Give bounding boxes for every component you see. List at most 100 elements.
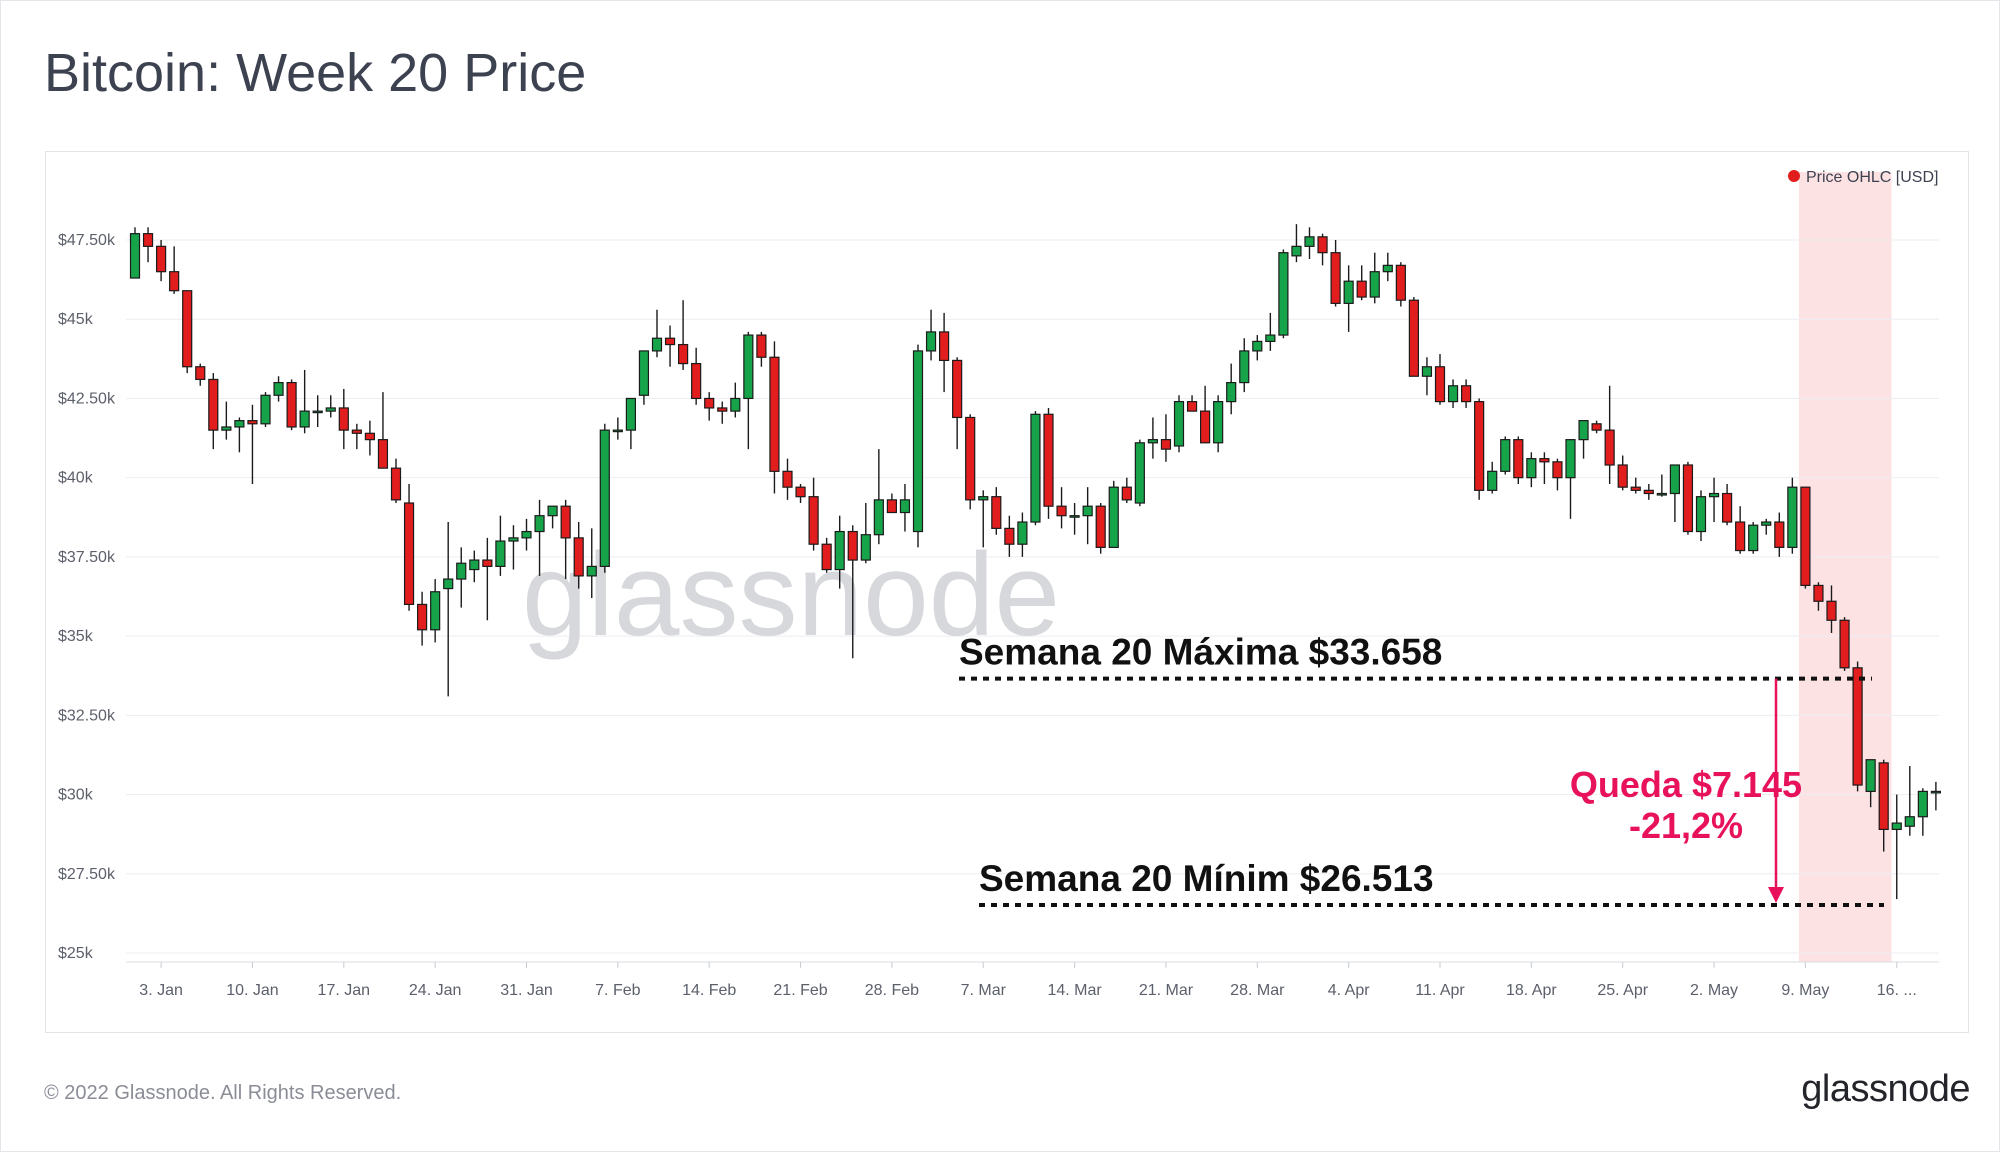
x-tick-label: 24. Jan <box>409 982 461 999</box>
candle-body <box>364 432 375 441</box>
candle-body <box>417 603 428 631</box>
candle-body <box>325 407 336 412</box>
candle-body <box>1669 464 1681 495</box>
y-tick-label: $42.50k <box>58 390 116 407</box>
candle-body <box>1774 521 1785 548</box>
x-tick-label: 7. Mar <box>961 982 1007 999</box>
candle-body <box>691 362 702 400</box>
legend[interactable]: Price OHLC [USD] <box>1788 169 1938 186</box>
candle-body <box>1343 280 1354 304</box>
footer-copyright: © 2022 Glassnode. All Rights Reserved. <box>44 1082 402 1104</box>
candle-body <box>795 486 806 498</box>
y-tick-label: $37.50k <box>58 549 116 566</box>
candle-body <box>1134 442 1145 504</box>
candle-body <box>651 337 663 352</box>
candle-body <box>221 426 232 431</box>
x-tick-label: 14. Feb <box>682 982 736 999</box>
candle-body <box>351 429 362 434</box>
candle-body <box>1317 236 1328 254</box>
candle-body <box>599 429 610 567</box>
week20-min-label: Semana 20 Mínim $26.513 <box>979 858 1434 899</box>
candle-body <box>1656 492 1667 496</box>
y-tick-label: $30k <box>58 787 94 804</box>
candle-body <box>873 499 884 536</box>
grid-lines <box>126 239 1939 963</box>
x-tick-label: 14. Mar <box>1047 982 1102 999</box>
x-tick-label: 3. Jan <box>139 982 183 999</box>
x-tick-label: 21. Mar <box>1139 982 1194 999</box>
candle-body <box>769 356 780 472</box>
candle-body <box>638 350 650 396</box>
candle-body <box>469 559 480 571</box>
x-tick-label: 16. ... <box>1877 982 1917 999</box>
candle-body <box>129 233 141 279</box>
candle-body <box>443 578 454 590</box>
x-tick-label: 2. May <box>1690 982 1738 999</box>
candle-body <box>1382 264 1393 273</box>
annotations: Semana 20 Máxima $33.658 Semana 20 Mínim… <box>959 632 1884 908</box>
candle-body <box>899 499 911 514</box>
candle-body <box>430 591 441 631</box>
candle-body <box>1526 458 1537 479</box>
candle-body <box>664 337 676 346</box>
candles <box>129 224 1942 900</box>
candle-body <box>1552 461 1563 479</box>
candle-body <box>1695 496 1707 533</box>
x-tick-label: 17. Jan <box>318 982 370 999</box>
candle-body <box>1356 280 1367 298</box>
x-tick-label: 4. Apr <box>1328 982 1370 999</box>
candle-body <box>978 496 989 501</box>
glassnode-logo[interactable]: glassnode <box>1801 1068 1970 1110</box>
candle-body <box>717 407 728 412</box>
candle-body <box>965 416 976 501</box>
candle-body <box>155 245 167 273</box>
candle-body <box>1748 524 1759 552</box>
x-tick-label: 28. Feb <box>865 982 919 999</box>
candle-body <box>625 397 637 431</box>
candle-body <box>1408 299 1420 377</box>
candle-body <box>1826 600 1837 621</box>
candle-body <box>1878 762 1889 831</box>
candle-body <box>547 505 558 517</box>
y-tick-label: $40k <box>58 470 94 487</box>
candle-body <box>208 378 219 431</box>
candle-body <box>338 407 349 431</box>
candle-body <box>1239 350 1250 384</box>
candle-body <box>1800 486 1811 587</box>
candle-body <box>573 537 584 577</box>
candle-body <box>991 496 1002 529</box>
candle-body <box>1017 521 1028 545</box>
candle-body <box>1199 410 1211 444</box>
candle-body <box>1852 667 1863 786</box>
drop-percent-label: -21,2% <box>1629 805 1743 846</box>
candle-body <box>1147 439 1159 444</box>
candle-body <box>1591 423 1602 431</box>
candle-body <box>704 397 715 409</box>
candle-body <box>612 429 623 433</box>
candle-body <box>299 410 310 428</box>
legend-label: Price OHLC [USD] <box>1806 169 1938 186</box>
candle-body <box>286 382 297 428</box>
candle-body <box>1056 505 1067 517</box>
y-tick-label: $32.50k <box>58 707 116 724</box>
candle-body <box>925 331 937 352</box>
y-tick-label: $35k <box>58 628 94 645</box>
x-tick-label: 7. Feb <box>595 982 640 999</box>
candle-body <box>377 439 389 469</box>
x-axis: 3. Jan 10. Jan 17. Jan 24. Jan 31. Jan 7. Feb… <box>139 962 1917 999</box>
x-tick-label: 28. Mar <box>1230 982 1285 999</box>
candle-body <box>1004 527 1015 545</box>
candle-body <box>1186 401 1198 412</box>
candle-body <box>1930 790 1942 794</box>
candle-body <box>847 530 858 561</box>
candle-body <box>534 515 545 533</box>
candle-body <box>1813 584 1824 602</box>
candle-body <box>1121 486 1132 501</box>
candle-body <box>234 420 245 428</box>
y-tick-label: $47.50k <box>58 232 116 249</box>
candle-body <box>1252 340 1263 352</box>
week20-max-label: Semana 20 Máxima $33.658 <box>959 632 1442 673</box>
candle-body <box>1265 334 1276 343</box>
candle-body <box>142 233 154 247</box>
week20-highlight <box>1798 172 1892 962</box>
